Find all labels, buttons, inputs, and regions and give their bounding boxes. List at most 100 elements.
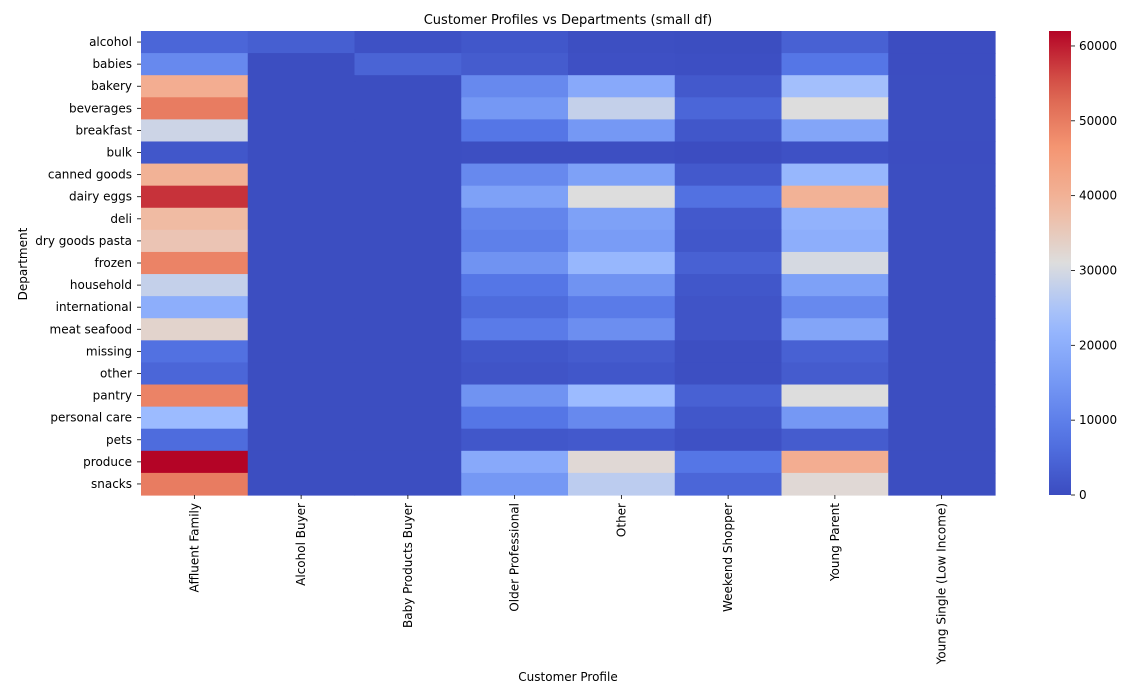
heatmap-cell xyxy=(674,340,783,364)
heatmap-cell xyxy=(781,428,889,452)
heatmap-cell xyxy=(568,296,676,319)
column-tick-labels: Affluent Family Alcohol Buyer Baby Product… xyxy=(187,495,949,665)
heatmap-cell xyxy=(781,97,889,120)
heatmap-cell xyxy=(141,163,249,187)
heatmap-cell xyxy=(674,384,783,408)
heatmap-cell xyxy=(568,97,676,120)
colorbar-tick-label: 60000 xyxy=(1079,39,1117,53)
heatmap-cell xyxy=(781,472,889,496)
heatmap-cell xyxy=(247,185,356,209)
heatmap-cell xyxy=(247,450,356,474)
heatmap-cell xyxy=(781,31,889,54)
heatmap-cell xyxy=(354,119,462,143)
heatmap-cell xyxy=(888,251,996,275)
heatmap-cell xyxy=(888,53,996,76)
heatmap-cell xyxy=(888,163,996,187)
heatmap-cell xyxy=(141,119,249,143)
heatmap-cell xyxy=(461,207,569,231)
heatmap-cell xyxy=(888,75,996,98)
colorbar: 0 10000 20000 30000 40000 50000 60000 xyxy=(1049,31,1117,502)
heatmap-cell xyxy=(461,472,569,496)
heatmap-cell xyxy=(354,97,462,120)
chart-title: Customer Profiles vs Departments (small … xyxy=(424,13,713,28)
heatmap-cell xyxy=(141,472,249,496)
heatmap-cell xyxy=(247,163,356,187)
heatmap-cell xyxy=(674,119,783,143)
heatmap-cell xyxy=(354,229,462,253)
heatmap-cell xyxy=(568,472,676,496)
heatmap-cell xyxy=(781,318,889,341)
heatmap-cell xyxy=(354,251,462,275)
heatmap-cell xyxy=(461,251,569,275)
heatmap-cell xyxy=(781,141,889,165)
heatmap-cell xyxy=(461,119,569,143)
heatmap-cell xyxy=(674,229,783,253)
heatmap-cell xyxy=(247,406,356,430)
heatmap-cell xyxy=(461,450,569,474)
heatmap-cell xyxy=(568,318,676,341)
heatmap-cell xyxy=(141,31,249,54)
heatmap-cell xyxy=(781,340,889,364)
heatmap-cell xyxy=(354,75,462,98)
heatmap-cell xyxy=(568,340,676,364)
column-tick-label: Weekend Shopper xyxy=(721,503,735,612)
heatmap-cell xyxy=(247,362,356,386)
heatmap-cell xyxy=(568,53,676,76)
heatmap-cell xyxy=(674,428,783,452)
colorbar-gradient xyxy=(1049,31,1071,495)
heatmap-cell xyxy=(781,296,889,319)
colorbar-tick-label: 0 xyxy=(1079,488,1087,502)
heatmap-cell xyxy=(141,450,249,474)
heatmap-cell xyxy=(568,207,676,231)
heatmap-cell xyxy=(354,296,462,319)
heatmap-cell xyxy=(247,207,356,231)
heatmap-cell xyxy=(141,428,249,452)
heatmap-cell xyxy=(461,384,569,408)
heatmap-cell xyxy=(781,229,889,253)
heatmap-cell xyxy=(247,274,356,297)
row-tick-label: bakery xyxy=(91,79,132,93)
heatmap-cell xyxy=(354,450,462,474)
heatmap-cell xyxy=(888,406,996,430)
heatmap-cell xyxy=(888,97,996,120)
heatmap-cell xyxy=(461,296,569,319)
heatmap-cell xyxy=(568,141,676,165)
colorbar-tick-label: 50000 xyxy=(1079,114,1117,128)
heatmap-cell xyxy=(247,296,356,319)
heatmap-cell xyxy=(888,472,996,496)
colorbar-tick-label: 10000 xyxy=(1079,413,1117,427)
row-tick-label: breakfast xyxy=(75,123,132,137)
heatmap-cell xyxy=(568,450,676,474)
colorbar-tick-label: 20000 xyxy=(1079,338,1117,352)
heatmap-cell xyxy=(568,428,676,452)
heatmap-cell xyxy=(247,119,356,143)
heatmap-cell xyxy=(888,362,996,386)
heatmap-cell xyxy=(781,53,889,76)
heatmap-cell xyxy=(888,384,996,408)
heatmap-cell xyxy=(461,229,569,253)
heatmap-cell xyxy=(354,384,462,408)
row-tick-label: pets xyxy=(106,433,132,447)
heatmap-cell xyxy=(354,428,462,452)
y-axis-label: Department xyxy=(16,227,30,300)
heatmap-cell xyxy=(354,340,462,364)
heatmap-cell xyxy=(354,318,462,341)
heatmap-cell xyxy=(888,296,996,319)
heatmap-cell xyxy=(247,340,356,364)
heatmap-cell xyxy=(141,141,249,165)
heatmap-cell xyxy=(141,406,249,430)
heatmap-cell xyxy=(354,406,462,430)
heatmap-cell xyxy=(247,31,356,54)
heatmap-cell xyxy=(141,318,249,341)
row-tick-label: dairy eggs xyxy=(69,190,132,204)
heatmap-cell xyxy=(781,450,889,474)
heatmap-cell xyxy=(674,97,783,120)
column-tick-label: Young Single (Low Income) xyxy=(935,503,949,665)
heatmap-cell xyxy=(141,75,249,98)
heatmap-cell xyxy=(568,163,676,187)
heatmap-cell xyxy=(461,340,569,364)
row-tick-label: household xyxy=(70,278,132,292)
heatmap-cell xyxy=(461,31,569,54)
row-tick-label: alcohol xyxy=(89,35,132,49)
row-tick-label: snacks xyxy=(91,477,132,491)
